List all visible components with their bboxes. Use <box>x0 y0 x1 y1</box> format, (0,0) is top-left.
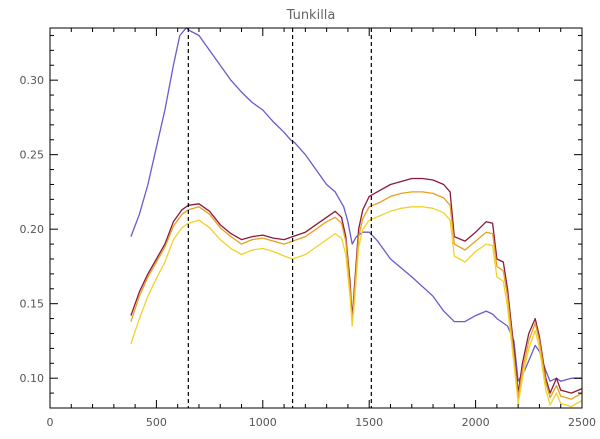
plot-lines <box>130 27 583 408</box>
x-tick-label: 1000 <box>249 416 277 429</box>
x-tick-label: 1500 <box>355 416 383 429</box>
y-tick-label: 0.20 <box>20 223 45 236</box>
series-line-0 <box>130 27 582 382</box>
x-tick-label: 2000 <box>462 416 490 429</box>
y-tick-label: 0.25 <box>20 149 45 162</box>
chart-title: Tunkilla <box>286 8 336 23</box>
y-tick-label: 0.30 <box>20 74 45 87</box>
plot-frame <box>49 27 583 409</box>
y-tick-label: 0.15 <box>20 298 45 311</box>
y-tick-label: 0.10 <box>20 372 45 385</box>
series-line-1 <box>130 177 583 394</box>
x-tick-label: 2500 <box>568 416 596 429</box>
tick-labels: 0 500 1000 1500 2000 2500 0.10 0.15 0.20 0.25 0.30 <box>20 74 597 429</box>
series-line-3 <box>130 206 583 408</box>
vertical-reference-lines <box>187 28 372 408</box>
x-tick-label: 0 <box>47 416 54 429</box>
series-line-2 <box>130 191 583 400</box>
x-tick-label: 500 <box>146 416 167 429</box>
axes <box>49 27 583 409</box>
ticks <box>49 28 583 409</box>
